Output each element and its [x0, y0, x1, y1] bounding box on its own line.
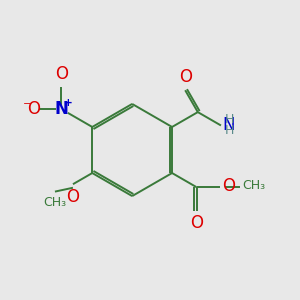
Text: O: O [179, 68, 192, 86]
Text: O: O [27, 100, 40, 118]
Text: −: − [23, 99, 32, 109]
Text: N: N [223, 116, 235, 134]
Text: O: O [222, 177, 235, 195]
Text: H: H [225, 124, 235, 137]
Text: CH₃: CH₃ [243, 179, 266, 192]
Text: O: O [190, 214, 203, 232]
Text: +: + [64, 98, 72, 108]
Text: N: N [54, 100, 68, 118]
Text: O: O [55, 65, 68, 83]
Text: O: O [67, 188, 80, 206]
Text: CH₃: CH₃ [44, 196, 67, 209]
Text: H: H [225, 113, 235, 126]
